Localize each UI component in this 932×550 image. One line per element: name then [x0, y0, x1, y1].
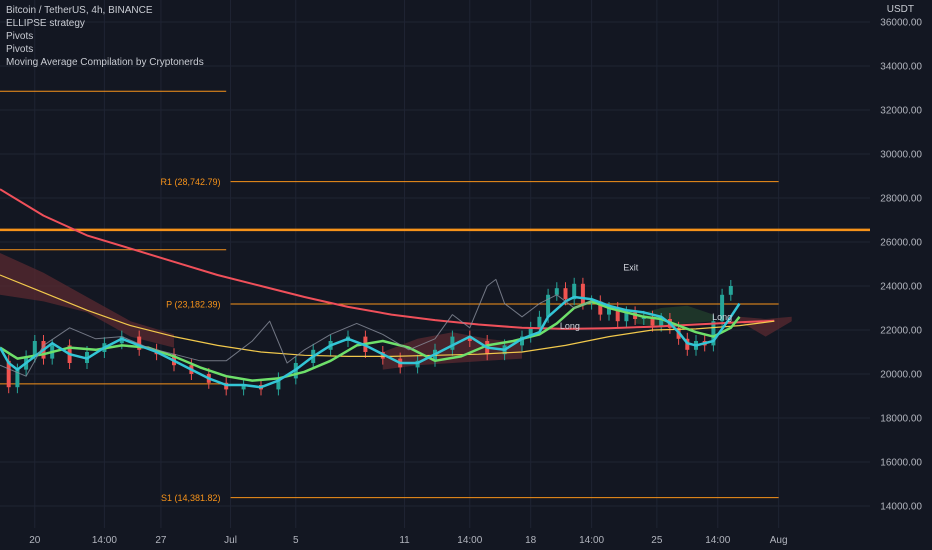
- candle-body-44: [615, 308, 620, 322]
- candle-body-29: [450, 336, 455, 350]
- candle-body-4: [32, 341, 37, 357]
- candle-body-39: [572, 283, 577, 300]
- axis-unit-label: USDT: [886, 4, 914, 15]
- signal-label-1: Exit: [623, 263, 639, 273]
- cloud-band-0: [0, 253, 174, 348]
- signal-annotations: Long Exit Long: [560, 263, 732, 331]
- symbol-title[interactable]: Bitcoin / TetherUS, 4h, BINANCE: [6, 5, 153, 16]
- x-tick-label-3: Jul: [224, 535, 237, 546]
- x-tick-label-7: 18: [525, 535, 537, 546]
- signal-label-2: Long: [712, 312, 732, 322]
- x-tick-label-1: 14:00: [92, 535, 117, 546]
- x-tick-label-4: 5: [293, 535, 299, 546]
- signal-label-0: Long: [560, 321, 580, 331]
- y-tick-label-2: 18000.00: [880, 414, 922, 425]
- y-tick-label-4: 22000.00: [880, 326, 922, 337]
- indicator-pivots-2[interactable]: Pivots: [6, 44, 34, 55]
- candle-body-35: [537, 316, 542, 328]
- candle-body-43: [607, 308, 611, 315]
- y-tick-label-8: 30000.00: [880, 150, 922, 161]
- x-tick-label-9: 25: [651, 535, 663, 546]
- series-line-price_line: [0, 278, 592, 377]
- pivot-label-1: P (23,182.39): [166, 299, 220, 309]
- x-tick-label-2: 27: [155, 535, 167, 546]
- series-line-ma_fast: [0, 295, 741, 389]
- candle-body-38: [563, 288, 568, 300]
- candle-body-33: [520, 336, 524, 346]
- x-tick-label-6: 14:00: [457, 535, 482, 546]
- candle-body-56: [720, 294, 725, 322]
- candle-body-55: [711, 321, 716, 346]
- x-tick-label-8: 14:00: [579, 535, 604, 546]
- candle-body-19: [276, 378, 281, 390]
- candle-body-37: [554, 288, 559, 295]
- candle-body-42: [598, 301, 603, 315]
- chart-legend: Bitcoin / TetherUS, 4h, BINANCE ELLIPSE …: [6, 4, 204, 69]
- y-tick-label-3: 20000.00: [880, 370, 922, 381]
- candle-body-48: [650, 316, 655, 326]
- y-tick-label-0: 14000.00: [880, 502, 922, 513]
- x-tick-label-10: 14:00: [705, 535, 730, 546]
- indicator-ellipse[interactable]: ELLIPSE strategy: [6, 18, 85, 29]
- cloud-band-2: [635, 305, 714, 328]
- y-tick-label-10: 34000.00: [880, 62, 922, 73]
- candle-body-34: [528, 327, 533, 337]
- candle-body-45: [624, 312, 629, 322]
- y-tick-label-6: 26000.00: [880, 238, 922, 249]
- candle-body-1: [6, 360, 11, 388]
- pivot-label-0: R1 (28,742.79): [161, 177, 221, 187]
- series-line-ma200: [0, 188, 775, 330]
- moving-averages: [0, 188, 775, 389]
- y-tick-label-5: 24000.00: [880, 282, 922, 293]
- grid-lines: [0, 0, 870, 528]
- x-tick-label-5: 11: [399, 535, 410, 546]
- candle-body-2: [15, 369, 20, 388]
- candle-body-36: [546, 294, 551, 317]
- y-tick-label-1: 16000.00: [880, 458, 922, 469]
- indicator-ma-compilation[interactable]: Moving Average Compilation by Cryptonerd…: [6, 57, 204, 68]
- y-tick-label-9: 32000.00: [880, 106, 922, 117]
- pivot-label-2: S1 (14,381.82): [161, 493, 221, 503]
- y-tick-label-7: 28000.00: [880, 194, 922, 205]
- candle-body-40: [580, 283, 585, 304]
- price-axis[interactable]: 14000.00 16000.00 18000.00 20000.00 22000.00…: [880, 18, 922, 513]
- candle-body-49: [659, 319, 664, 326]
- y-tick-label-11: 36000.00: [880, 18, 922, 29]
- series-line-ma_mid: [0, 300, 741, 382]
- indicator-pivots-1[interactable]: Pivots: [6, 31, 34, 42]
- pivot-levels: R1 (28,742.79) P (23,182.39) S1 (14,381.82…: [0, 90, 870, 503]
- x-tick-label-11: Aug: [770, 535, 788, 546]
- time-axis[interactable]: 20 14:00 27 Jul 5 11 14:00 18 14:00 25 14:00 Aug: [29, 535, 787, 546]
- candle-body-17: [241, 385, 246, 390]
- series-line-ma_slow: [0, 274, 775, 357]
- candle-body-30: [467, 336, 472, 341]
- x-tick-label-0: 20: [29, 535, 41, 546]
- candle-body-11: [137, 336, 142, 350]
- candle-body-57: [728, 286, 733, 295]
